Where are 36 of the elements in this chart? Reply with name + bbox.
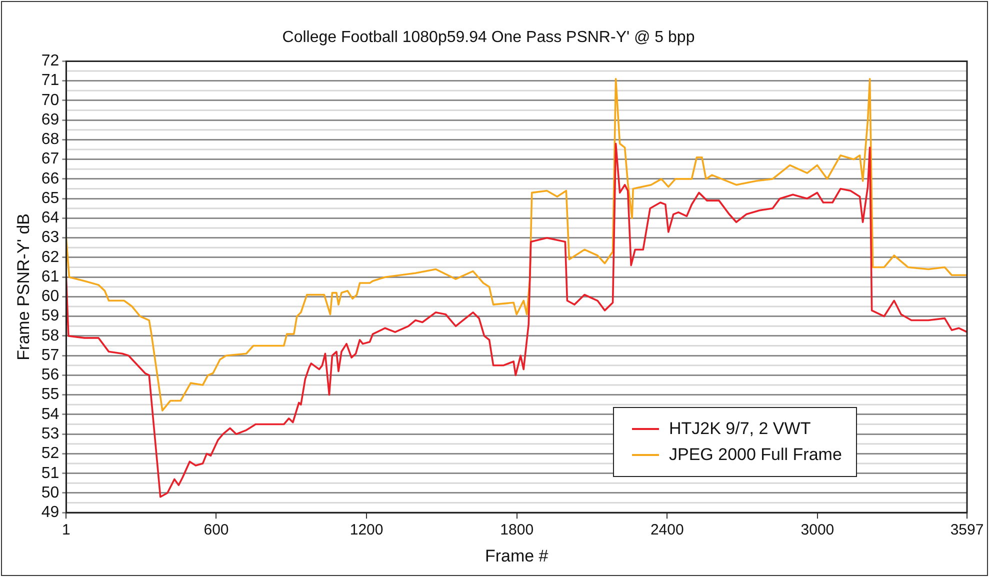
- x-tick-label: 600: [204, 522, 229, 539]
- y-tick-label: 66: [41, 170, 60, 188]
- y-tick-label: 56: [41, 366, 60, 384]
- y-tick-label: 71: [41, 72, 60, 90]
- y-tick-label: 65: [41, 190, 60, 207]
- legend-label: JPEG 2000 Full Frame: [669, 444, 842, 466]
- y-tick-label: 70: [41, 92, 60, 109]
- y-tick-label: 49: [41, 504, 60, 522]
- y-tick-label: 64: [41, 210, 60, 227]
- y-tick-label: 63: [41, 229, 60, 246]
- x-tick-label: 1200: [350, 522, 384, 539]
- x-tick-label: 1: [62, 522, 70, 539]
- x-tick-label: 3597: [950, 522, 984, 539]
- x-tick-label: 1800: [500, 522, 534, 539]
- y-tick-label: 57: [41, 347, 60, 364]
- y-tick-label: 69: [41, 111, 60, 128]
- y-tick-label: 68: [41, 131, 60, 148]
- y-tick-label: 67: [41, 150, 60, 168]
- y-tick-label: 72: [41, 52, 60, 70]
- y-tick-label: 52: [41, 445, 60, 462]
- y-tick-label: 61: [41, 268, 60, 286]
- y-tick-label: 55: [41, 386, 60, 404]
- y-tick-label: 51: [41, 464, 60, 482]
- chart-title: College Football 1080p59.94 One Pass PSNR-Y' @ 5 bpp: [282, 29, 695, 46]
- x-tick-label: 2400: [650, 522, 684, 539]
- y-tick-label: 50: [41, 484, 60, 502]
- y-tick-label: 62: [41, 248, 60, 266]
- y-tick-label: 60: [41, 288, 60, 306]
- y-tick-label: 59: [41, 308, 60, 325]
- legend-label: HTJ2K 9/7, 2 VWT: [669, 418, 811, 440]
- y-tick-label: 58: [41, 327, 60, 344]
- x-tick-label: 3000: [800, 522, 834, 539]
- y-tick-label: 53: [41, 426, 60, 442]
- y-tick-label: 54: [41, 406, 60, 423]
- x-axis-title: Frame #: [484, 546, 549, 566]
- y-axis-title: Frame PSNR-Y' dB: [14, 213, 33, 360]
